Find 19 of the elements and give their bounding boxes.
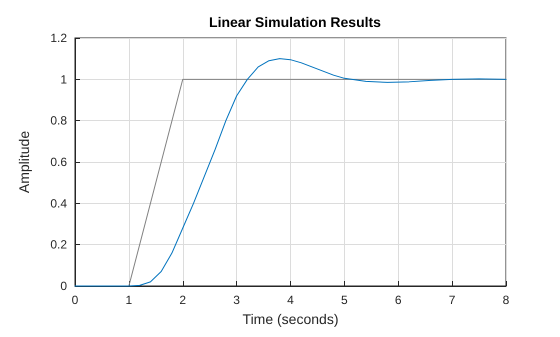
chart-title: Linear Simulation Results [209, 14, 382, 30]
y-tick-label: 0.4 [50, 196, 68, 210]
y-tick-label: 0.6 [50, 155, 68, 169]
x-tick-label: 1 [126, 293, 133, 307]
y-tick-label: 1.2 [50, 31, 68, 45]
x-axis-title: Time (seconds) [242, 311, 338, 327]
x-tick-label: 4 [287, 293, 294, 307]
x-tick-label: 5 [341, 293, 348, 307]
x-tick-label: 0 [72, 293, 79, 307]
x-tick-label: 8 [502, 293, 510, 307]
y-tick-label: 0.2 [50, 238, 68, 252]
y-tick-label: 1 [60, 72, 68, 86]
y-tick-label: 0.8 [50, 114, 68, 128]
x-tick-label: 6 [394, 293, 402, 307]
x-tick-label: 2 [179, 293, 186, 307]
y-tick-label: 0 [60, 279, 68, 293]
x-tick-label: 7 [448, 293, 456, 307]
y-axis-title: Amplitude [16, 130, 32, 194]
x-tick-label: 3 [233, 293, 240, 307]
